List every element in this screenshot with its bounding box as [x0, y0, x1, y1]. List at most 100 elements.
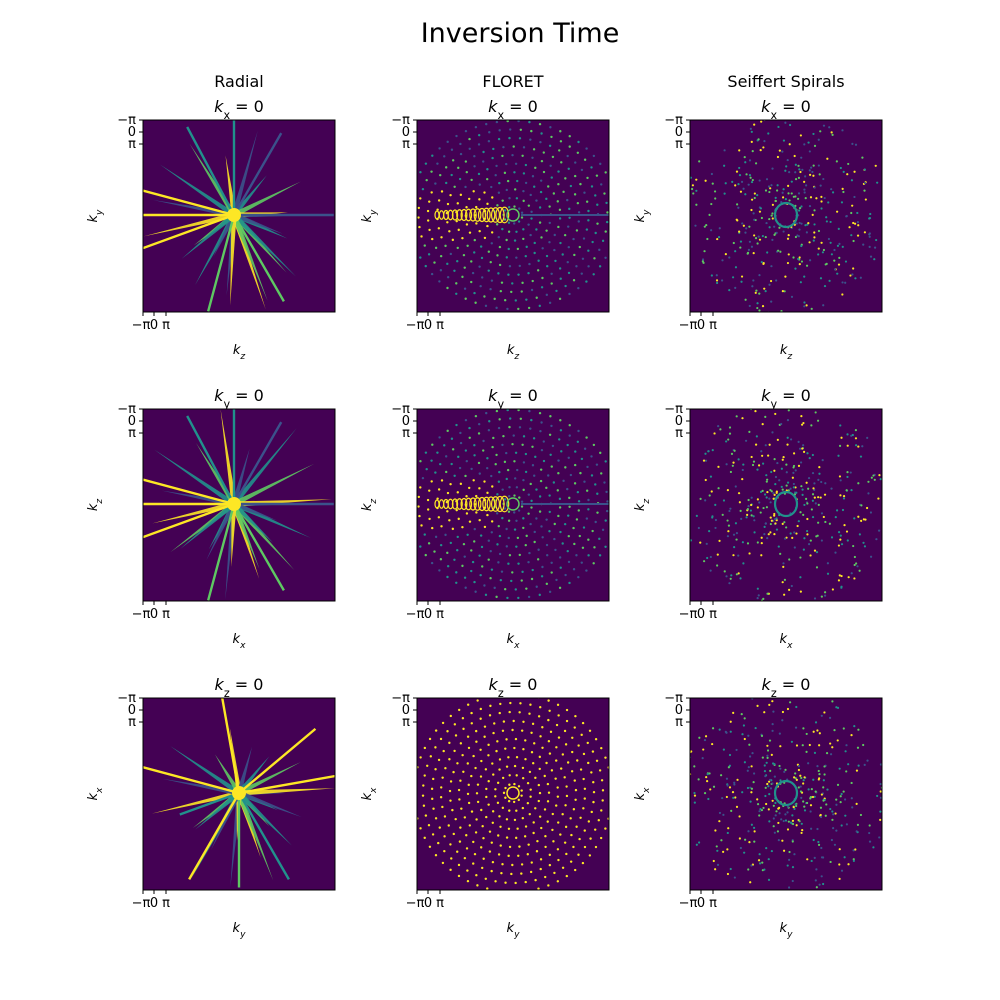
sample-point [511, 282, 514, 285]
sample-point [545, 761, 548, 765]
sample-point [439, 558, 443, 561]
sample-point [805, 801, 809, 805]
sample-point [704, 179, 707, 182]
sample-point [799, 461, 803, 464]
sample-point [495, 595, 498, 599]
sample-point [760, 734, 764, 738]
sample-point [784, 819, 788, 822]
sample-point [582, 807, 585, 810]
sample-point [596, 203, 599, 206]
sample-point [797, 440, 800, 443]
sample-point [598, 537, 601, 541]
sample-point [809, 554, 812, 557]
sample-point [770, 519, 773, 522]
sample-point [558, 217, 562, 220]
sample-point [486, 224, 489, 228]
sample-point [568, 216, 571, 220]
sample-point [535, 228, 538, 231]
sample-point [761, 489, 764, 492]
sample-point [797, 768, 801, 772]
sample-point [506, 307, 509, 311]
x-tick-label: −π [406, 607, 425, 622]
sample-point [702, 748, 705, 751]
sample-point [601, 239, 605, 243]
sample-point [780, 485, 783, 488]
sample-point [754, 291, 757, 294]
sample-point [434, 746, 437, 749]
sample-point [499, 578, 503, 582]
sample-point [515, 230, 518, 234]
sample-point [545, 229, 548, 232]
sample-point [762, 597, 765, 600]
sample-point [851, 204, 854, 207]
sample-point [558, 556, 562, 559]
sample-point [781, 196, 785, 199]
sample-point [729, 867, 732, 871]
sample-point [488, 850, 492, 853]
sample-point [798, 228, 801, 231]
sample-point [793, 531, 796, 534]
sample-point [764, 444, 767, 447]
sample-point [508, 783, 511, 786]
sample-point [465, 834, 468, 837]
sample-point [756, 194, 759, 197]
sample-point [748, 552, 751, 555]
sample-point [520, 794, 523, 797]
sample-point [825, 220, 828, 223]
sample-point [572, 808, 576, 811]
sample-point [801, 447, 804, 450]
sample-point [427, 542, 431, 545]
sample-point [481, 866, 484, 870]
sample-point [588, 729, 592, 732]
sample-point [417, 505, 420, 508]
sample-point [514, 737, 518, 741]
sample-point [804, 197, 807, 200]
sample-point [692, 192, 695, 195]
sample-point [470, 810, 474, 813]
sample-point [601, 799, 604, 802]
sample-point [525, 298, 528, 301]
sample-point [556, 848, 560, 851]
sample-point [823, 765, 826, 768]
sample-point [753, 196, 756, 200]
sample-point [583, 797, 586, 800]
sample-point [808, 150, 811, 153]
sample-point [747, 868, 750, 871]
spoke [231, 448, 250, 505]
sample-point [568, 505, 571, 509]
sample-point [729, 720, 732, 723]
sample-point [495, 512, 499, 515]
sample-point [856, 211, 859, 215]
sample-point [750, 787, 754, 790]
sample-point [556, 703, 560, 707]
sample-point [577, 575, 580, 579]
sample-point [850, 211, 853, 215]
sample-point [803, 188, 806, 191]
sample-point [498, 245, 502, 249]
sample-point [739, 846, 742, 850]
x-axis-label: kz [780, 343, 793, 362]
sample-point [466, 869, 469, 872]
sample-point [760, 554, 763, 557]
sample-point [735, 170, 739, 173]
sample-point [486, 466, 489, 470]
sample-point [856, 220, 860, 224]
sample-point [462, 727, 465, 731]
dense-arc [482, 207, 491, 223]
sample-point [446, 551, 449, 555]
image-content [690, 120, 882, 312]
sample-point [513, 239, 517, 242]
sample-point [438, 436, 441, 439]
sample-point [715, 845, 718, 848]
sample-point [726, 831, 729, 835]
sample-point [761, 454, 764, 457]
sample-point [501, 516, 504, 520]
sample-point [723, 192, 726, 195]
sample-point [483, 191, 486, 194]
sample-point [592, 273, 595, 276]
sample-point [733, 546, 736, 549]
sample-point [781, 710, 785, 714]
sample-point [476, 800, 480, 804]
sample-point [763, 525, 766, 529]
sample-point [802, 421, 805, 425]
